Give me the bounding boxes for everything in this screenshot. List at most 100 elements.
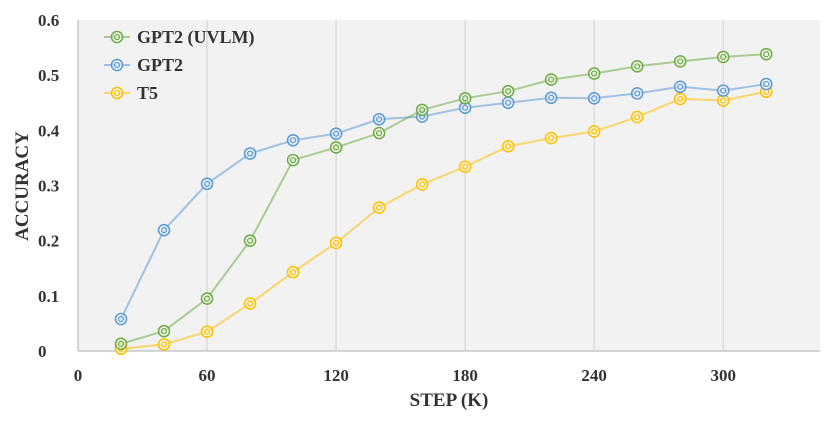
marker-inner xyxy=(160,227,168,234)
marker-inner xyxy=(289,137,297,144)
legend: GPT2 (UVLM) GPT2 T5 xyxy=(104,27,254,103)
marker-inner xyxy=(246,150,254,157)
plot-area xyxy=(78,20,820,351)
x-axis-title: STEP (K) xyxy=(410,390,489,411)
marker-inner xyxy=(246,237,254,244)
data-point xyxy=(630,60,644,73)
data-point xyxy=(587,67,601,80)
y-tick-label: 0.5 xyxy=(38,66,59,85)
series-group xyxy=(114,47,773,356)
marker-outer xyxy=(458,92,472,105)
marker-inner xyxy=(720,53,727,61)
marker-inner xyxy=(117,315,125,323)
series-line xyxy=(120,83,767,320)
marker-inner xyxy=(160,341,168,348)
data-point xyxy=(114,312,128,326)
marker-inner xyxy=(763,51,770,58)
marker-outer xyxy=(286,265,300,279)
data-point xyxy=(372,113,386,126)
marker-inner xyxy=(418,181,426,188)
legend-item: GPT2 (UVLM) xyxy=(104,27,254,48)
marker-outer xyxy=(630,87,644,100)
data-point xyxy=(501,84,515,98)
marker-outer xyxy=(329,127,343,140)
marker-outer xyxy=(716,84,730,97)
data-point xyxy=(200,292,214,305)
legend-item: GPT2 xyxy=(104,55,183,75)
marker-inner xyxy=(504,99,512,106)
marker-outer xyxy=(114,337,128,351)
marker-outer xyxy=(544,131,558,145)
data-point xyxy=(157,223,171,237)
x-tick-label: 240 xyxy=(581,366,607,385)
marker-inner xyxy=(375,204,383,211)
marker-inner xyxy=(461,95,469,102)
legend-marker xyxy=(110,86,124,100)
marker-outer xyxy=(286,153,300,167)
marker-inner xyxy=(548,134,555,142)
marker-inner xyxy=(504,88,512,95)
marker-inner xyxy=(677,95,684,103)
series-line xyxy=(120,90,767,350)
marker-outer xyxy=(716,50,730,64)
data-point xyxy=(458,101,472,115)
data-point xyxy=(243,147,257,160)
marker-inner xyxy=(634,113,641,121)
marker-inner xyxy=(591,128,598,135)
data-point xyxy=(329,127,343,140)
marker-outer xyxy=(673,55,687,68)
data-point xyxy=(458,92,472,105)
marker-inner xyxy=(720,87,727,94)
marker-outer xyxy=(243,297,257,310)
marker-outer xyxy=(329,236,343,250)
data-point xyxy=(673,92,687,106)
data-point xyxy=(673,55,687,68)
data-point xyxy=(544,131,558,145)
marker-inner xyxy=(203,180,211,187)
y-tick-labels: 0 0.1 0.2 0.3 0.4 0.5 0.6 xyxy=(38,11,60,361)
marker-outer xyxy=(673,92,687,106)
y-tick-label: 0.4 xyxy=(38,121,60,140)
marker-outer xyxy=(587,125,601,138)
data-point xyxy=(372,126,386,140)
axes xyxy=(77,20,820,352)
marker-inner xyxy=(418,106,426,114)
data-point xyxy=(243,234,257,247)
marker-inner xyxy=(720,97,727,104)
data-point xyxy=(544,91,558,105)
data-point xyxy=(630,110,644,124)
data-point xyxy=(587,92,601,105)
marker-outer xyxy=(458,160,472,174)
marker-inner xyxy=(160,327,168,335)
marker-inner xyxy=(332,239,340,247)
marker-inner xyxy=(117,340,125,347)
marker-outer xyxy=(587,92,601,105)
marker-inner xyxy=(375,116,383,123)
data-point xyxy=(501,96,515,110)
data-point xyxy=(458,160,472,174)
marker-inner xyxy=(203,328,211,335)
data-point xyxy=(716,50,730,64)
y-tick-label: 0.2 xyxy=(38,232,59,251)
marker-outer xyxy=(286,133,300,147)
marker-outer xyxy=(587,67,601,80)
marker-outer xyxy=(157,223,171,237)
marker-inner xyxy=(332,130,340,137)
marker-inner xyxy=(763,80,770,88)
data-point xyxy=(630,87,644,100)
x-tick-label: 60 xyxy=(199,366,216,385)
data-point xyxy=(587,125,601,138)
marker-inner xyxy=(461,163,469,170)
legend-marker-inner xyxy=(113,89,121,97)
y-tick-label: 0 xyxy=(38,342,47,361)
series-gpt2-uvlm xyxy=(114,47,773,351)
marker-outer xyxy=(243,147,257,160)
marker-outer xyxy=(501,140,515,153)
marker-outer xyxy=(501,84,515,98)
x-tick-label: 120 xyxy=(323,366,349,385)
marker-outer xyxy=(544,73,558,86)
data-point xyxy=(157,338,171,351)
marker-outer xyxy=(114,312,128,326)
x-tick-label: 300 xyxy=(710,366,736,385)
